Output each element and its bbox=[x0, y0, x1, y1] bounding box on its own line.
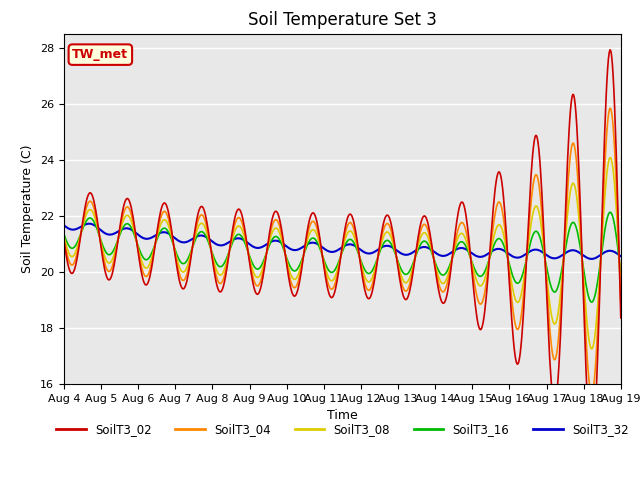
Text: TW_met: TW_met bbox=[72, 48, 129, 61]
X-axis label: Time: Time bbox=[327, 409, 358, 422]
Title: Soil Temperature Set 3: Soil Temperature Set 3 bbox=[248, 11, 437, 29]
Legend: SoilT3_02, SoilT3_04, SoilT3_08, SoilT3_16, SoilT3_32: SoilT3_02, SoilT3_04, SoilT3_08, SoilT3_… bbox=[51, 419, 634, 441]
Y-axis label: Soil Temperature (C): Soil Temperature (C) bbox=[22, 144, 35, 273]
